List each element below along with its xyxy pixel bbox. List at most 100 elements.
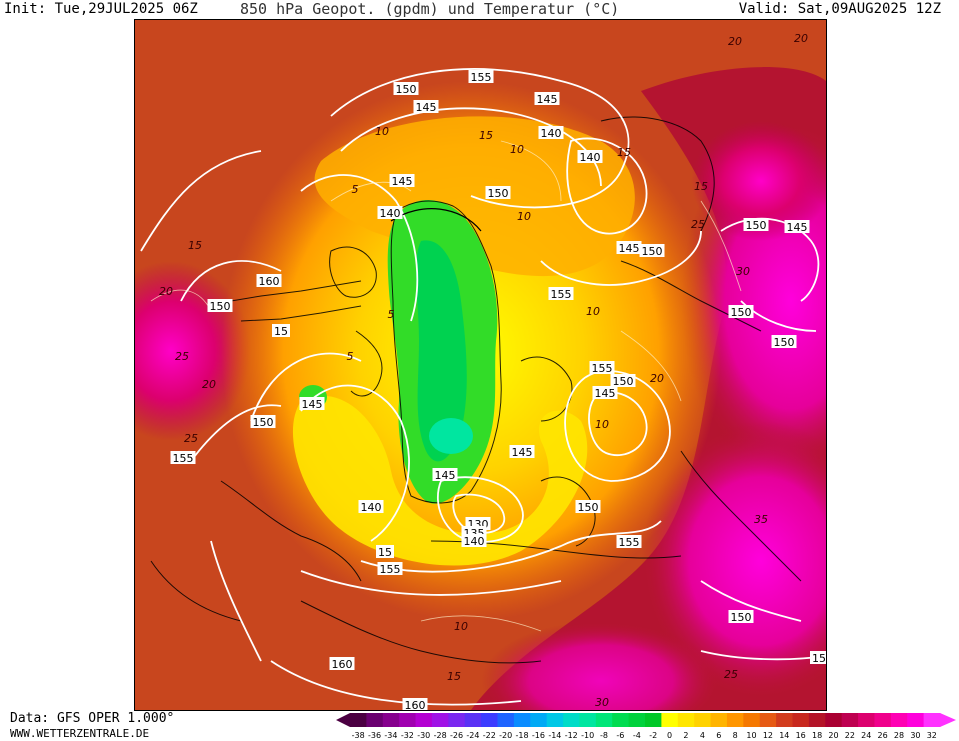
weather-map[interactable]: 150 145 155 145 140 140 145 140 150 145 150 150 145 1… [134, 19, 827, 711]
svg-text:15: 15 [812, 652, 826, 665]
colorbar-tick-label: -4 [633, 731, 641, 740]
temperature-label: 5 [347, 350, 354, 363]
colorbar-swatch [579, 713, 597, 727]
heat-region-south [481, 621, 721, 710]
colorbar-tick-label: -20 [499, 731, 512, 740]
temperature-label: 25 [184, 432, 198, 445]
colorbar-swatch [431, 713, 449, 727]
geopotential-contours [140, 68, 826, 706]
colorbar-tick-label: 4 [700, 731, 705, 740]
colorbar-swatch [907, 713, 925, 727]
geopotential-label: 155 [468, 70, 494, 84]
geopotential-label: 140 [461, 534, 487, 548]
colorbar-tick-label: 6 [716, 731, 721, 740]
colorbar-swatch [825, 713, 843, 727]
geopotential-label: 150 [728, 305, 754, 319]
svg-text:140: 140 [464, 535, 485, 548]
colorbar-tick-label: 28 [894, 731, 904, 740]
svg-text:145: 145 [416, 101, 437, 114]
colorbar-swatch [513, 713, 531, 727]
colorbar-swatch [563, 713, 580, 727]
svg-text:140: 140 [541, 127, 562, 140]
geopotential-label: 155 [589, 361, 615, 375]
colorbar-swatch [382, 713, 400, 727]
colorbar-swatch [841, 713, 859, 727]
colorbar-swatches [336, 713, 956, 727]
svg-text:155: 155 [592, 362, 613, 375]
geopotential-label: 145 [432, 468, 458, 482]
greenland-core [415, 240, 467, 462]
colorbar-swatch [890, 713, 908, 727]
colorbar-tick-label: -18 [516, 731, 529, 740]
colorbar-swatch [595, 713, 613, 727]
temperature-label: 15 [447, 670, 461, 683]
colorbar-tick-label: -26 [450, 731, 463, 740]
geopotential-label: 155 [170, 451, 196, 465]
temperature-label: 15 [694, 180, 708, 193]
colorbar-tick-label: -28 [434, 731, 447, 740]
colorbar-swatch [399, 713, 417, 727]
temperature-label: 35 [754, 513, 768, 526]
colorbar-tick-label: -6 [616, 731, 624, 740]
geopotential-label: 140 [538, 126, 564, 140]
svg-text:150: 150 [613, 375, 634, 388]
geopotential-label: 150 [575, 500, 601, 514]
temperature-label: 25 [691, 218, 705, 231]
colorbar-left-arrow [336, 713, 350, 727]
colorbar-tick-label: -8 [600, 731, 608, 740]
geopotential-label: 145 [509, 445, 535, 459]
colorbar-tick-label: -12 [565, 731, 578, 740]
svg-text:145: 145 [595, 387, 616, 400]
colorbar-right-arrow [940, 713, 956, 727]
colorbar-tick-label: -10 [581, 731, 594, 740]
colorbar-tick-label: -30 [417, 731, 430, 740]
geopotential-label: 150 [771, 335, 797, 349]
colorbar-swatch [726, 713, 744, 727]
colorbar-tick-label: -2 [649, 731, 657, 740]
colorbar-swatch [776, 713, 793, 727]
colorbar-swatch [546, 713, 564, 727]
temperature-contours [150, 140, 742, 632]
svg-text:155: 155 [551, 288, 572, 301]
svg-text:150: 150 [746, 219, 767, 232]
geopotential-label: 150 [393, 82, 419, 96]
colorbar-swatch [874, 713, 892, 727]
colorbar-tick-label: 22 [845, 731, 855, 740]
colorbar-tick-label: -22 [483, 731, 496, 740]
geopotential-label: 150 [250, 415, 276, 429]
colorbar-swatch [743, 713, 761, 727]
colorbar-swatch [923, 713, 941, 727]
colorbar-tick-label: -14 [548, 731, 561, 740]
temperature-label: 10 [510, 143, 524, 156]
colorbar-swatch [481, 713, 498, 727]
colorbar-swatch [464, 713, 482, 727]
svg-text:160: 160 [405, 699, 426, 710]
colorbar-tick-label: -34 [384, 731, 397, 740]
temperature-label: 15 [479, 129, 493, 142]
colorbar-swatch [415, 713, 433, 727]
init-time-label: Init: Tue,29JUL2025 06Z [4, 1, 198, 17]
greenland-cold-pocket [429, 418, 473, 454]
geopotential-label: 150 [485, 186, 511, 200]
geopotential-label: 15 [272, 324, 290, 338]
svg-text:160: 160 [332, 658, 353, 671]
svg-text:145: 145 [392, 175, 413, 188]
geopotential-label: 145 [413, 100, 439, 114]
svg-text:140: 140 [580, 151, 601, 164]
svg-text:145: 145 [619, 242, 640, 255]
colorbar-tick-label: 24 [861, 731, 871, 740]
colorbar-tick-label: 20 [828, 731, 838, 740]
temperature-label: 25 [724, 668, 738, 681]
colorbar-swatch [661, 713, 679, 727]
geopotential-label: 150 [639, 244, 665, 258]
svg-text:15: 15 [274, 325, 288, 338]
website-label: WWW.WETTERZENTRALE.DE [10, 727, 150, 740]
geopotential-label: 145 [299, 397, 325, 411]
temperature-label: 5 [388, 308, 395, 321]
colorbar-swatch [710, 713, 728, 727]
svg-text:150: 150 [488, 187, 509, 200]
geopotential-label: 140 [377, 206, 403, 220]
temperature-colorbar: -38 -36 -34 -32 -30 -28 -26 -24 -22 -20 -18 -16 -14-… [336, 713, 956, 740]
colorbar-tick-label: -36 [368, 731, 381, 740]
